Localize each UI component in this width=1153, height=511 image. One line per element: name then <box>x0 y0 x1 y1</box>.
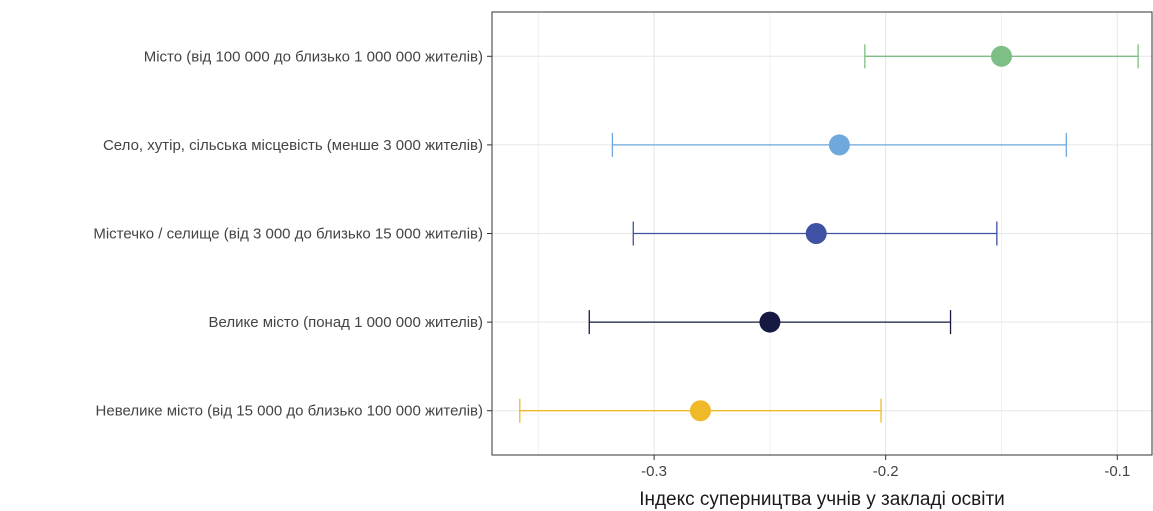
y-axis: Місто (від 100 000 до близько 1 000 000 … <box>93 48 492 420</box>
y-category-label: Містечко / селище (від 3 000 до близько … <box>93 226 483 243</box>
y-category-label: Місто (від 100 000 до близько 1 000 000 … <box>144 48 483 65</box>
x-tick-label: -0.2 <box>873 463 899 480</box>
x-tick-label: -0.3 <box>641 463 667 480</box>
error-bar-group <box>611 132 1067 157</box>
error-bar-group <box>519 398 882 423</box>
error-bar-group <box>588 310 952 335</box>
estimate-point <box>990 45 1012 67</box>
error-bar-group <box>632 221 998 246</box>
data-marks <box>519 44 1139 423</box>
x-axis-title: Індекс суперництва учнів у закладі освіт… <box>639 489 1005 510</box>
y-category-label: Велике місто (понад 1 000 000 жителів) <box>209 314 484 331</box>
estimate-point <box>689 400 711 422</box>
x-tick-label: -0.1 <box>1104 463 1130 480</box>
error-bar-group <box>864 44 1139 69</box>
estimate-point <box>805 223 827 244</box>
estimate-point <box>759 311 781 333</box>
y-category-label: Село, хутір, сільська місцевість (менше … <box>103 137 483 154</box>
x-axis: -0.3 -0.2 -0.1 <box>641 455 1130 480</box>
estimate-point <box>828 134 850 156</box>
y-category-label: Невелике місто (від 15 000 до близько 10… <box>96 403 483 420</box>
